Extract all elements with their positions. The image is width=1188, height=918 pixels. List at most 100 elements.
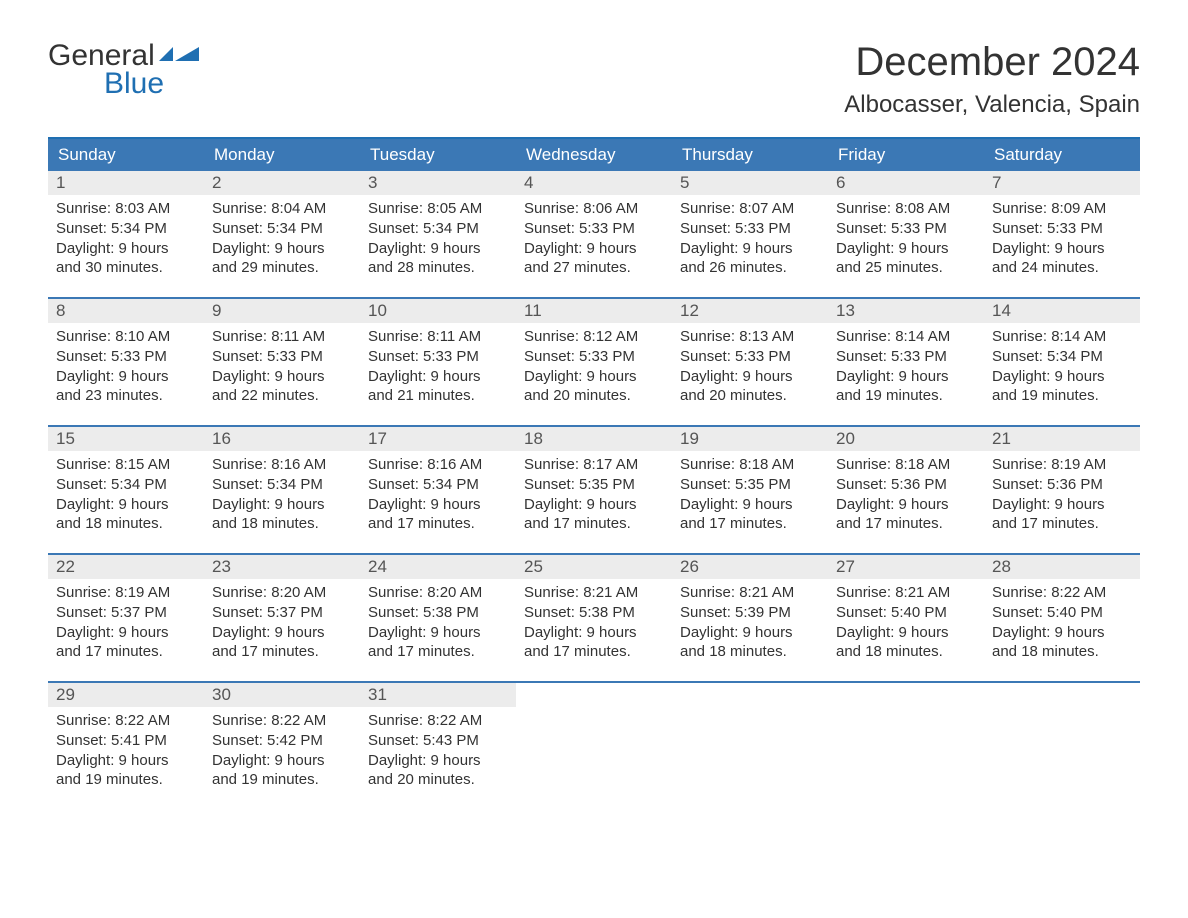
day-sunset: Sunset: 5:34 PM [368, 475, 508, 495]
day-daylight1: Daylight: 9 hours [56, 367, 196, 387]
day-content: Sunrise: 8:19 AMSunset: 5:37 PMDaylight:… [48, 579, 204, 662]
day-cell: 30Sunrise: 8:22 AMSunset: 5:42 PMDayligh… [204, 683, 360, 809]
day-daylight1: Daylight: 9 hours [836, 367, 976, 387]
day-daylight2: and 18 minutes. [56, 514, 196, 534]
day-daylight1: Daylight: 9 hours [368, 623, 508, 643]
day-daylight2: and 22 minutes. [212, 386, 352, 406]
day-daylight1: Daylight: 9 hours [992, 623, 1132, 643]
day-cell [984, 683, 1140, 809]
day-daylight1: Daylight: 9 hours [524, 367, 664, 387]
logo-text-blue: Blue [104, 68, 199, 100]
day-sunrise: Sunrise: 8:11 AM [212, 327, 352, 347]
day-content: Sunrise: 8:09 AMSunset: 5:33 PMDaylight:… [984, 195, 1140, 278]
day-daylight1: Daylight: 9 hours [524, 623, 664, 643]
day-sunset: Sunset: 5:40 PM [992, 603, 1132, 623]
day-daylight1: Daylight: 9 hours [680, 367, 820, 387]
day-daylight2: and 26 minutes. [680, 258, 820, 278]
day-cell: 6Sunrise: 8:08 AMSunset: 5:33 PMDaylight… [828, 171, 984, 297]
day-cell: 24Sunrise: 8:20 AMSunset: 5:38 PMDayligh… [360, 555, 516, 681]
day-sunrise: Sunrise: 8:07 AM [680, 199, 820, 219]
day-sunrise: Sunrise: 8:14 AM [992, 327, 1132, 347]
day-daylight1: Daylight: 9 hours [836, 239, 976, 259]
day-sunset: Sunset: 5:35 PM [524, 475, 664, 495]
day-sunset: Sunset: 5:33 PM [524, 219, 664, 239]
day-daylight2: and 29 minutes. [212, 258, 352, 278]
day-number: 29 [48, 683, 204, 707]
day-sunset: Sunset: 5:33 PM [680, 219, 820, 239]
day-daylight1: Daylight: 9 hours [524, 239, 664, 259]
day-daylight1: Daylight: 9 hours [680, 239, 820, 259]
day-daylight1: Daylight: 9 hours [212, 367, 352, 387]
day-number: 20 [828, 427, 984, 451]
day-sunset: Sunset: 5:33 PM [680, 347, 820, 367]
day-daylight2: and 17 minutes. [680, 514, 820, 534]
day-sunset: Sunset: 5:33 PM [212, 347, 352, 367]
weekday-header: Thursday [672, 139, 828, 171]
day-daylight1: Daylight: 9 hours [56, 623, 196, 643]
day-cell: 9Sunrise: 8:11 AMSunset: 5:33 PMDaylight… [204, 299, 360, 425]
day-daylight2: and 17 minutes. [992, 514, 1132, 534]
day-content: Sunrise: 8:14 AMSunset: 5:33 PMDaylight:… [828, 323, 984, 406]
day-content: Sunrise: 8:21 AMSunset: 5:38 PMDaylight:… [516, 579, 672, 662]
day-cell: 20Sunrise: 8:18 AMSunset: 5:36 PMDayligh… [828, 427, 984, 553]
day-content: Sunrise: 8:14 AMSunset: 5:34 PMDaylight:… [984, 323, 1140, 406]
day-number: 1 [48, 171, 204, 195]
day-daylight2: and 18 minutes. [836, 642, 976, 662]
day-number: 6 [828, 171, 984, 195]
day-content: Sunrise: 8:21 AMSunset: 5:39 PMDaylight:… [672, 579, 828, 662]
day-daylight1: Daylight: 9 hours [680, 623, 820, 643]
day-cell: 12Sunrise: 8:13 AMSunset: 5:33 PMDayligh… [672, 299, 828, 425]
day-cell: 29Sunrise: 8:22 AMSunset: 5:41 PMDayligh… [48, 683, 204, 809]
day-cell: 14Sunrise: 8:14 AMSunset: 5:34 PMDayligh… [984, 299, 1140, 425]
day-sunrise: Sunrise: 8:08 AM [836, 199, 976, 219]
day-sunrise: Sunrise: 8:09 AM [992, 199, 1132, 219]
day-cell: 8Sunrise: 8:10 AMSunset: 5:33 PMDaylight… [48, 299, 204, 425]
day-sunrise: Sunrise: 8:06 AM [524, 199, 664, 219]
day-content: Sunrise: 8:11 AMSunset: 5:33 PMDaylight:… [360, 323, 516, 406]
day-cell: 16Sunrise: 8:16 AMSunset: 5:34 PMDayligh… [204, 427, 360, 553]
day-sunrise: Sunrise: 8:05 AM [368, 199, 508, 219]
weekday-header: Tuesday [360, 139, 516, 171]
day-number: 22 [48, 555, 204, 579]
day-number: 10 [360, 299, 516, 323]
day-daylight2: and 20 minutes. [368, 770, 508, 790]
day-sunset: Sunset: 5:34 PM [56, 475, 196, 495]
day-number: 25 [516, 555, 672, 579]
weekday-header: Saturday [984, 139, 1140, 171]
day-daylight1: Daylight: 9 hours [56, 239, 196, 259]
day-sunrise: Sunrise: 8:21 AM [680, 583, 820, 603]
calendar: Sunday Monday Tuesday Wednesday Thursday… [48, 137, 1140, 809]
day-content: Sunrise: 8:08 AMSunset: 5:33 PMDaylight:… [828, 195, 984, 278]
day-daylight2: and 23 minutes. [56, 386, 196, 406]
day-cell [672, 683, 828, 809]
day-number: 21 [984, 427, 1140, 451]
day-sunrise: Sunrise: 8:18 AM [836, 455, 976, 475]
day-daylight1: Daylight: 9 hours [368, 751, 508, 771]
day-daylight1: Daylight: 9 hours [212, 623, 352, 643]
day-daylight1: Daylight: 9 hours [56, 751, 196, 771]
day-content: Sunrise: 8:07 AMSunset: 5:33 PMDaylight:… [672, 195, 828, 278]
day-daylight2: and 25 minutes. [836, 258, 976, 278]
week-row: 8Sunrise: 8:10 AMSunset: 5:33 PMDaylight… [48, 297, 1140, 425]
day-sunset: Sunset: 5:34 PM [368, 219, 508, 239]
day-daylight2: and 18 minutes. [680, 642, 820, 662]
day-content: Sunrise: 8:21 AMSunset: 5:40 PMDaylight:… [828, 579, 984, 662]
day-sunset: Sunset: 5:34 PM [992, 347, 1132, 367]
day-sunset: Sunset: 5:33 PM [992, 219, 1132, 239]
day-cell: 22Sunrise: 8:19 AMSunset: 5:37 PMDayligh… [48, 555, 204, 681]
day-sunset: Sunset: 5:33 PM [836, 219, 976, 239]
day-sunrise: Sunrise: 8:19 AM [56, 583, 196, 603]
day-daylight1: Daylight: 9 hours [368, 367, 508, 387]
day-sunrise: Sunrise: 8:11 AM [368, 327, 508, 347]
day-daylight2: and 17 minutes. [524, 514, 664, 534]
day-daylight2: and 24 minutes. [992, 258, 1132, 278]
day-cell: 31Sunrise: 8:22 AMSunset: 5:43 PMDayligh… [360, 683, 516, 809]
day-daylight2: and 17 minutes. [212, 642, 352, 662]
day-daylight2: and 28 minutes. [368, 258, 508, 278]
day-content: Sunrise: 8:03 AMSunset: 5:34 PMDaylight:… [48, 195, 204, 278]
day-sunrise: Sunrise: 8:21 AM [524, 583, 664, 603]
day-number: 7 [984, 171, 1140, 195]
day-sunset: Sunset: 5:35 PM [680, 475, 820, 495]
day-number: 8 [48, 299, 204, 323]
week-row: 29Sunrise: 8:22 AMSunset: 5:41 PMDayligh… [48, 681, 1140, 809]
